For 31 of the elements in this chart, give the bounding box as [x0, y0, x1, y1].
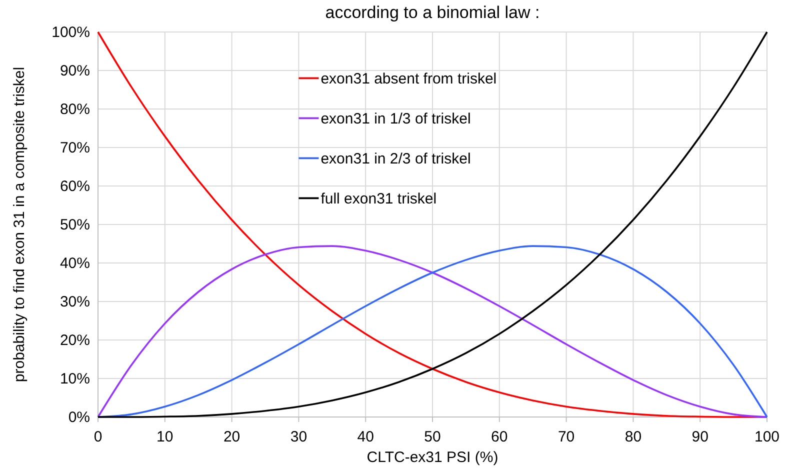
y-tick-label: 30% [60, 293, 90, 310]
legend-label: exon31 in 2/3 of triskel [320, 150, 471, 168]
x-tick-label: 50 [424, 428, 441, 446]
x-tick-label: 30 [290, 428, 308, 446]
x-tick-label: 100 [754, 428, 780, 446]
x-tick-label: 70 [558, 428, 575, 446]
x-tick-label: 0 [94, 428, 102, 446]
legend-label: exon31 in 1/3 of triskel [320, 110, 471, 128]
line-series [97, 31, 768, 418]
y-tick-label: 50% [60, 216, 90, 234]
line-series [97, 245, 768, 418]
y-tick-label: 100% [52, 24, 90, 41]
y-tick-label: 40% [60, 254, 90, 272]
y-tick-label: 60% [60, 178, 90, 195]
x-tick-label: 40 [357, 428, 374, 446]
y-tick-label: 0% [68, 408, 90, 426]
y-tick-label: 70% [60, 139, 90, 156]
y-axis-title: probability to find exon 31 in a composite triskel [11, 66, 28, 382]
y-tick-label: 20% [60, 332, 90, 349]
y-tick-label: 80% [60, 100, 90, 118]
x-tick-label: 20 [223, 428, 240, 446]
y-tick-label: 10% [60, 370, 90, 388]
x-tick-label: 60 [491, 428, 508, 446]
legend-label: full exon31 triskel [320, 190, 437, 208]
x-tick-label: 90 [692, 428, 708, 446]
chart-title: according to a binomial law : [325, 3, 540, 22]
legend-label: exon31 absent from triskel [320, 70, 497, 88]
x-tick-label: 10 [156, 428, 174, 446]
y-tick-label: 90% [60, 62, 90, 80]
x-tick-label: 80 [624, 428, 642, 446]
x-axis-title: CLTC-ex31 PSI (%) [366, 449, 498, 466]
